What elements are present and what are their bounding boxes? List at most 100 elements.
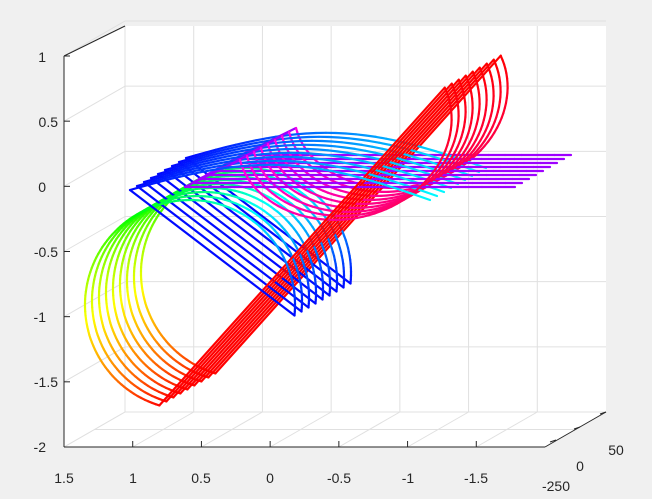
curve-segment <box>353 147 367 152</box>
curve-segment <box>374 135 388 140</box>
curve-segment <box>194 151 208 157</box>
curve-segment <box>182 167 196 173</box>
curve-segment <box>308 166 322 170</box>
curve-segment <box>340 141 354 145</box>
z-tick-label: 0 <box>38 179 46 195</box>
curve-segment <box>343 146 357 150</box>
curve-segment <box>375 175 389 181</box>
curve-segment <box>238 164 252 168</box>
z-tick-label: -1.5 <box>34 374 58 390</box>
curve-segment <box>365 172 379 178</box>
curve-segment <box>427 154 441 160</box>
curve-segment <box>330 140 344 144</box>
curve-segment <box>195 167 209 172</box>
curve-segment <box>395 181 409 187</box>
curve-segment <box>219 157 233 162</box>
curve-segment <box>269 151 283 155</box>
curve-segment <box>177 158 191 164</box>
curve-segment <box>283 143 297 147</box>
curve-segment <box>403 159 417 165</box>
curve-segment <box>323 144 337 148</box>
curve-segment <box>406 166 420 172</box>
left-wall-pane <box>64 26 125 447</box>
curve-segment <box>319 153 333 157</box>
curve-segment <box>295 160 309 164</box>
curve-segment <box>156 170 170 176</box>
x-tick-labels: 1.5 1 0.5 0 -0.5 -1 -1.5 <box>54 470 488 486</box>
curve-segment <box>273 144 287 148</box>
left-wall-horizontal-gridline <box>63 216 126 252</box>
x-tick-label: -0.5 <box>327 470 351 486</box>
curve-segment <box>389 167 403 173</box>
curve-segment <box>222 159 236 164</box>
curve-segment <box>240 145 254 150</box>
curve-segment <box>158 178 172 183</box>
curve-segment <box>350 142 364 146</box>
curve-segment <box>398 188 412 195</box>
curve-segment <box>179 74 467 395</box>
curve-segment <box>158 86 446 407</box>
curve-segment <box>220 149 234 154</box>
curve-segment <box>393 156 407 162</box>
curve-segment <box>348 173 362 179</box>
curve-segment <box>342 161 356 166</box>
curve-segment <box>223 151 237 156</box>
curve-segment <box>304 131 318 135</box>
curve-segment <box>149 176 317 305</box>
curve-segment <box>432 187 446 194</box>
curve-segment <box>128 188 296 317</box>
curve-segment <box>244 139 258 144</box>
z-tick-label: 1 <box>38 49 46 65</box>
curve-segment <box>187 155 201 161</box>
curve-segment <box>163 168 331 297</box>
curve-segment <box>402 177 416 183</box>
curve-segment <box>327 135 341 139</box>
curve-segment <box>233 149 247 154</box>
curve-segment <box>316 148 330 152</box>
curve-segment <box>196 159 210 165</box>
curve-segment <box>166 167 180 173</box>
y-tick-label: 0 <box>576 458 584 474</box>
curve-segment <box>294 132 308 136</box>
curve-segment <box>212 161 226 166</box>
curve-segment <box>400 152 414 158</box>
curve-segment <box>280 140 294 144</box>
curve-segment <box>339 155 353 160</box>
curve-segment <box>186 162 200 167</box>
curve-segment <box>228 165 242 169</box>
curve-segment <box>176 164 190 170</box>
curve-segment <box>148 180 162 186</box>
curve-segment <box>185 169 199 174</box>
curve-segment <box>276 147 290 151</box>
curve-segment <box>357 138 371 142</box>
curve-segment <box>298 165 312 169</box>
curve-segment <box>247 141 261 146</box>
curve-segment <box>312 157 326 161</box>
curve-segment <box>218 166 232 170</box>
curve-segment <box>359 159 373 165</box>
curve-segment <box>322 158 336 162</box>
curve-segment <box>297 135 311 139</box>
curve-segment <box>355 169 369 175</box>
y-tick-mark <box>549 439 557 443</box>
curve-segment <box>384 137 398 142</box>
curve-segment <box>285 159 299 163</box>
curve-segment <box>288 164 302 168</box>
x-tick-label: 0 <box>266 470 274 486</box>
curve-segment <box>250 143 264 148</box>
curve-segment <box>408 192 422 198</box>
y-tick-mark <box>573 426 581 430</box>
curve-segment <box>290 139 304 143</box>
curve-segment <box>396 163 410 169</box>
curve-segment <box>245 160 259 164</box>
curve-segment <box>173 163 187 169</box>
curve-segment <box>179 166 193 171</box>
x-tick-label: 0.5 <box>191 470 211 486</box>
curve-segment <box>318 167 332 172</box>
curve-segment <box>356 153 370 158</box>
curve-segment <box>354 133 368 137</box>
curve-segment <box>252 156 266 160</box>
curve-segment <box>309 152 323 156</box>
curve-segment <box>199 161 213 166</box>
